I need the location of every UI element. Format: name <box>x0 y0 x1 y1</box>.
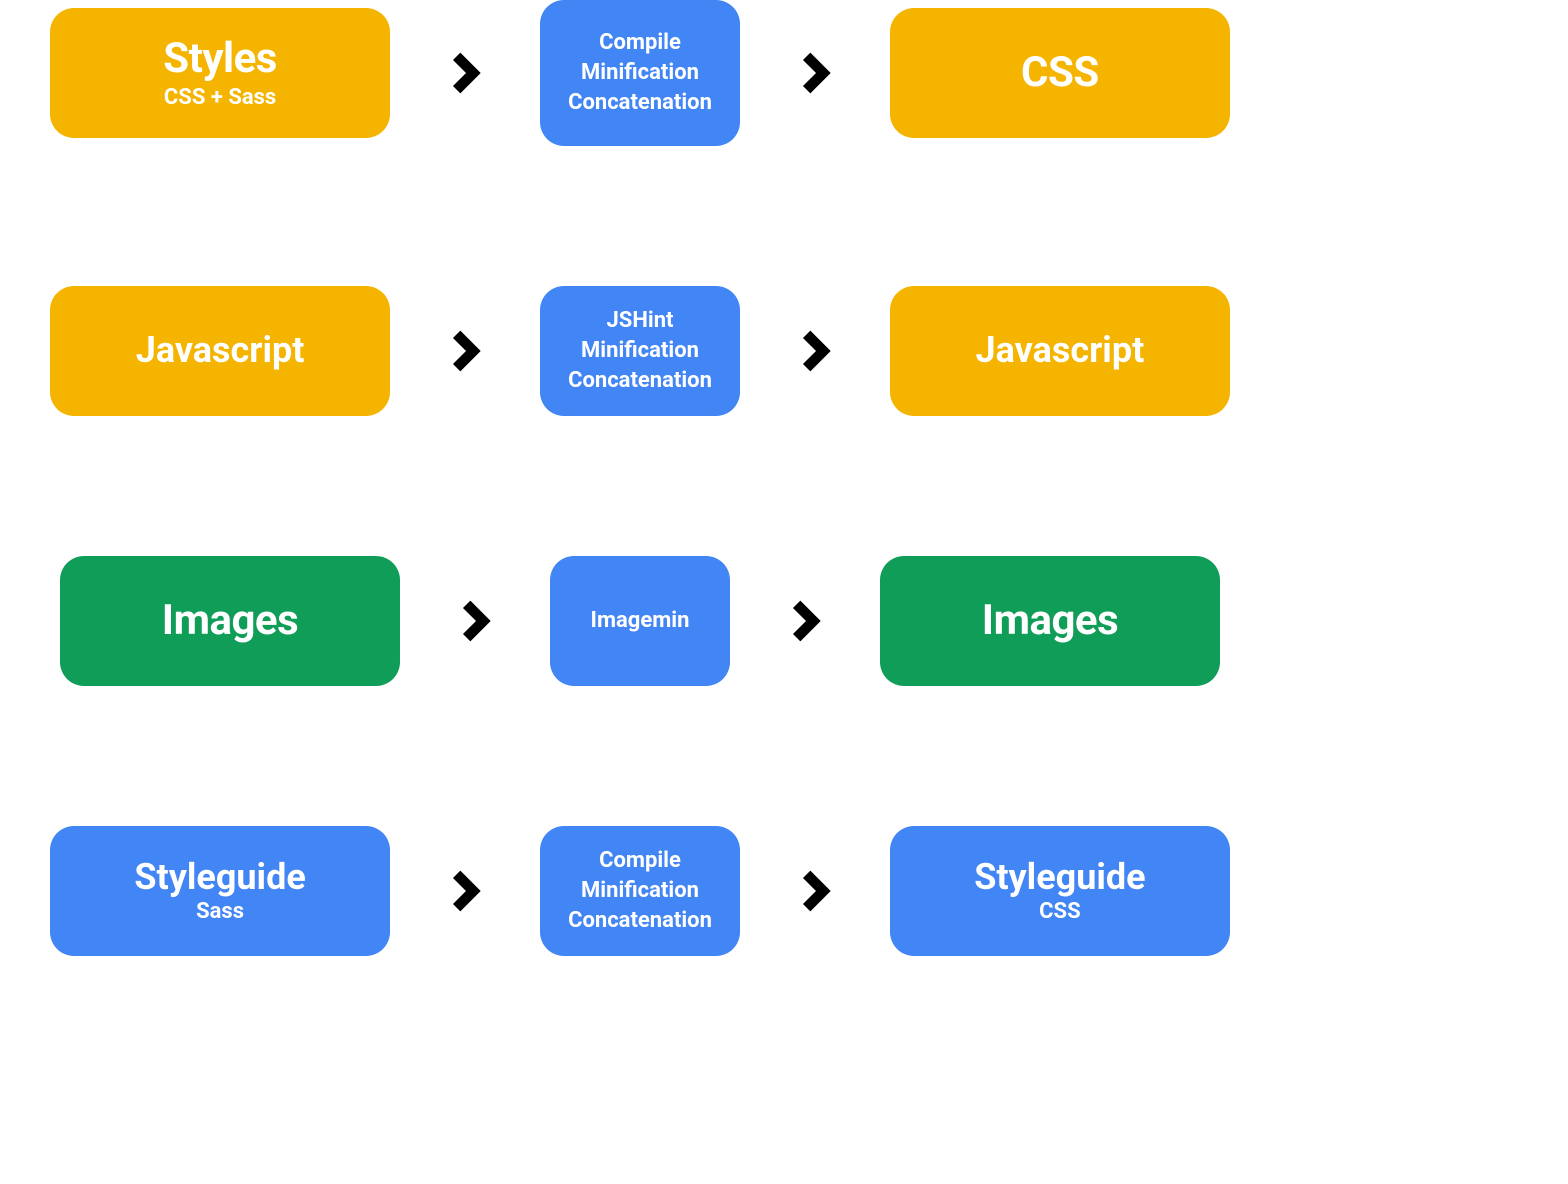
chevron-right-icon <box>790 48 840 98</box>
input-title: Images <box>162 598 298 644</box>
arrow-slot <box>390 48 540 98</box>
chevron-right-icon <box>440 326 490 376</box>
output-box: Images <box>880 556 1220 686</box>
input-box: Styles CSS + Sass <box>50 8 390 138</box>
chevron-right-icon <box>780 596 830 646</box>
input-subtitle: CSS + Sass <box>164 85 276 110</box>
process-step: Concatenation <box>568 366 712 396</box>
chevron-right-icon <box>790 326 840 376</box>
pipeline-row: Styles CSS + Sass CompileMinificationConca… <box>0 0 1280 146</box>
arrow-slot <box>740 866 890 916</box>
chevron-right-icon <box>450 596 500 646</box>
output-title: Images <box>982 598 1118 644</box>
process-step: JSHint <box>607 306 674 336</box>
pipeline-row: Javascript JSHintMinificationConcatenatio… <box>0 286 1280 416</box>
output-subtitle: CSS <box>1039 899 1081 924</box>
output-title: Styleguide <box>974 858 1145 898</box>
process-step: Minification <box>581 876 699 906</box>
process-step: Minification <box>581 336 699 366</box>
process-step: Compile <box>599 846 681 876</box>
process-box: JSHintMinificationConcatenation <box>540 286 740 416</box>
pipeline-row: StyleguideSassCompileMinificationConcate… <box>0 826 1280 956</box>
output-title: Javascript <box>976 331 1145 371</box>
arrow-slot <box>740 48 890 98</box>
chevron-right-icon <box>790 866 840 916</box>
output-box: Javascript <box>890 286 1230 416</box>
process-step: Concatenation <box>568 906 712 936</box>
process-step: Compile <box>599 28 681 58</box>
arrow-slot <box>390 326 540 376</box>
input-box: StyleguideSass <box>50 826 390 956</box>
build-pipeline-diagram: StylesCSS + SassCompileMinificationConca… <box>0 0 1280 956</box>
process-step: Imagemin <box>591 606 690 636</box>
input-subtitle: Sass <box>196 899 244 924</box>
pipeline-row: Images Imagemin Images <box>0 556 1280 686</box>
output-title: CSS <box>1021 50 1099 96</box>
process-box: CompileMinificationConcatenation <box>540 826 740 956</box>
arrow-slot <box>740 326 890 376</box>
input-title: Javascript <box>136 331 305 371</box>
arrow-slot <box>730 596 880 646</box>
process-box: CompileMinificationConcatenation <box>540 0 740 146</box>
input-title: Styles <box>163 36 277 82</box>
process-step: Minification <box>581 58 699 88</box>
input-box: Images <box>60 556 400 686</box>
process-box: Imagemin <box>550 556 730 686</box>
output-box: StyleguideCSS <box>890 826 1230 956</box>
input-box: Javascript <box>50 286 390 416</box>
chevron-right-icon <box>440 48 490 98</box>
input-title: Styleguide <box>134 858 305 898</box>
arrow-slot <box>390 866 540 916</box>
output-box: CSS <box>890 8 1230 138</box>
process-step: Concatenation <box>568 88 712 118</box>
chevron-right-icon <box>440 866 490 916</box>
arrow-slot <box>400 596 550 646</box>
